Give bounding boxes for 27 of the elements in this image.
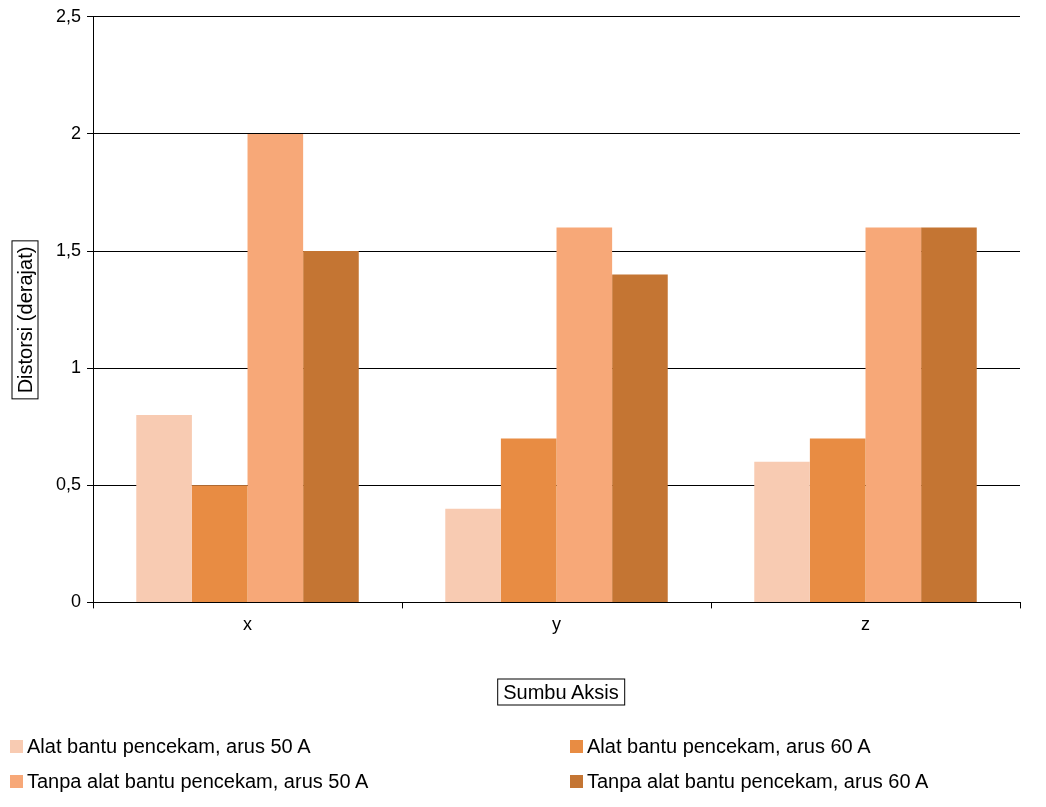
bar: [809, 438, 866, 602]
bar: [921, 227, 977, 602]
y-tick-label: 0: [71, 591, 82, 612]
x-tick-label: x: [243, 614, 253, 635]
y-tick-label: 0,5: [55, 474, 82, 495]
bar: [445, 508, 501, 602]
legend-label: Tanpa alat bantu pencekam, arus 60 A: [587, 770, 929, 793]
x-axis-title: Sumbu Aksis: [497, 678, 625, 706]
bar: [754, 461, 810, 602]
legend-label: Alat bantu pencekam, arus 50 A: [27, 735, 311, 758]
bar: [303, 251, 359, 602]
y-axis-title: Distorsi (derajat): [11, 240, 39, 400]
bar: [612, 274, 668, 602]
y-tick-label: 1: [71, 357, 82, 378]
legend-label: Alat bantu pencekam, arus 60 A: [587, 735, 871, 758]
bar: [500, 438, 557, 602]
bar: [865, 227, 922, 602]
bar: [136, 415, 192, 602]
x-tick-label: z: [861, 614, 870, 635]
bar: [556, 227, 613, 602]
legend-label: Tanpa alat bantu pencekam, arus 50 A: [27, 770, 369, 793]
y-tick-label: 1,5: [55, 240, 82, 261]
x-tick-label: y: [552, 614, 562, 635]
y-tick-label: 2,5: [55, 5, 82, 26]
bar: [191, 485, 248, 602]
bar: [247, 133, 304, 602]
y-tick-label: 2: [71, 122, 82, 143]
